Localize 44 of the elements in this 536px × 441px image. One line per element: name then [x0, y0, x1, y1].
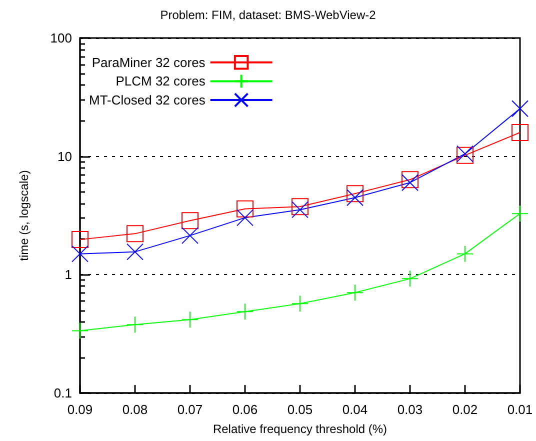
x-tick-label: 0.05	[287, 402, 313, 417]
y-tick-label: 10	[58, 148, 72, 164]
point	[402, 270, 418, 288]
legend-label: ParaMiner 32 cores	[92, 54, 206, 70]
x-tick-label: 0.07	[177, 402, 203, 417]
point	[236, 303, 254, 320]
legend-label: PLCM 32 cores	[116, 74, 206, 89]
x-tick-label: 0.02	[452, 402, 478, 417]
point	[236, 200, 254, 218]
y-tick-label: 100	[50, 30, 72, 46]
point	[402, 174, 418, 192]
point	[72, 245, 88, 262]
point	[182, 212, 198, 230]
point	[346, 189, 364, 206]
point	[72, 322, 88, 340]
point	[512, 205, 528, 222]
point	[292, 201, 308, 218]
point	[292, 295, 308, 312]
chart-title: Problem: FIM, dataset: BMS-WebView-2	[160, 8, 376, 22]
legend-label: MT-Closed 32 cores	[88, 92, 206, 108]
point	[182, 311, 198, 328]
point	[456, 245, 474, 262]
x-tick-label: 0.03	[397, 402, 423, 417]
point	[512, 100, 528, 118]
point	[126, 225, 144, 242]
point	[72, 231, 88, 248]
x-tick-label: 0.01	[507, 402, 533, 417]
point	[126, 316, 144, 334]
point	[512, 124, 528, 141]
point	[402, 171, 418, 188]
x-tick-label: 0.04	[342, 402, 368, 417]
y-tick-label: 1	[64, 267, 72, 282]
x-tick-label: 0.08	[122, 402, 148, 417]
x-tick-label: 0.09	[67, 402, 93, 417]
point	[346, 284, 364, 302]
y-axis-title: time (s, logscale)	[17, 170, 31, 261]
point	[126, 243, 144, 260]
x-tick-label: 0.06	[232, 402, 258, 417]
point	[236, 209, 254, 226]
x-axis-title: Relative frequency threshold (%)	[212, 422, 388, 436]
y-tick-label: 0.1	[54, 386, 72, 400]
point	[292, 198, 308, 216]
point	[182, 227, 198, 244]
point	[346, 185, 364, 202]
